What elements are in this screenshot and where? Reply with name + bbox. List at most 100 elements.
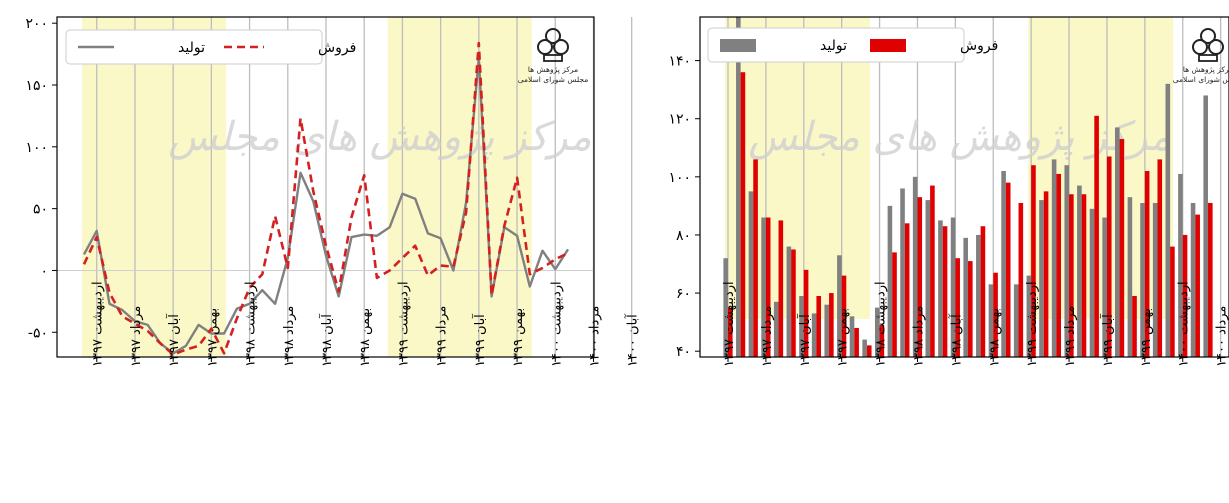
y-tick-label: ۲۰۰ [25, 16, 48, 32]
logo-text: مجلس شورای اسلامی [518, 75, 589, 84]
y-tick-label: ۱۴۰ [668, 54, 691, 70]
sales-bar [1043, 191, 1049, 357]
legend-production-label: تولید [178, 40, 205, 56]
logo-emblem-icon [1200, 28, 1216, 44]
sales-bar [1031, 165, 1036, 357]
production-bar [773, 301, 779, 357]
sales-bar [930, 185, 935, 357]
bar-chart-panel: مرکز پژوهش های مجلس ۴۰ ۶۰ ۸۰ ۱۰۰ ۱۲۰ ۱۴۰ اردیبه… [668, 16, 1229, 367]
sales-bar [816, 295, 822, 357]
production-bar [988, 284, 994, 357]
production-bar [1178, 173, 1183, 357]
logo-emblem-icon [1208, 39, 1224, 55]
production-bar [761, 217, 766, 357]
sales-bar [1144, 171, 1150, 357]
production-bar [1140, 202, 1145, 357]
shaded-period-band [82, 17, 227, 357]
sales-bar [1208, 202, 1213, 357]
sales-bar [1056, 173, 1062, 357]
production-bar [748, 191, 754, 357]
x-tick-label: آبان ۱۴۰۰ [624, 313, 641, 367]
y-tick-label: ۸۰ [676, 228, 691, 244]
x-tick-label: مرداد ۱۳۹۷ [129, 306, 144, 367]
production-line [82, 56, 570, 355]
x-tick-label: اردیبهشت ۱۴۰۰ [1177, 281, 1192, 367]
x-tick-label: مرداد ۱۳۹۸ [911, 306, 926, 367]
production-bar [1051, 159, 1057, 357]
logo-text: مرکز پژوهش ها [1183, 65, 1229, 74]
x-tick-label: بهمن ۱۳۹۸ [987, 308, 1002, 367]
watermark-text: مرکز پژوهش های مجلس [168, 114, 591, 160]
production-bar [1102, 217, 1107, 357]
sales-bar [942, 226, 948, 357]
x-tick-label: بهمن ۱۳۹۹ [1139, 308, 1154, 367]
legend-production-label: تولید [820, 38, 847, 54]
production-bar [1001, 171, 1006, 357]
production-bar [837, 255, 842, 357]
production-bar [799, 295, 804, 357]
production-bar [849, 316, 855, 357]
legend-sales-swatch [870, 39, 906, 52]
y-tick-label: ۱۰۰ [668, 170, 691, 186]
sales-bar [1119, 139, 1125, 357]
x-tick-label: مرداد ۱۳۹۹ [435, 306, 450, 367]
sales-bar [753, 159, 758, 357]
x-tick-label: اردیبهشت ۱۳۹۹ [1025, 281, 1040, 367]
legend-production-swatch [720, 39, 756, 52]
sales-bar [866, 345, 872, 357]
x-tick-label: اردیبهشت ۱۴۰۰ [549, 281, 564, 367]
production-bar [736, 17, 741, 357]
line-chart-panel: مرکز پژوهش های مجلس -۵۰ ۰ ۵۰ ۱۰۰ ۱۵۰ ۲۰۰ اردیبه… [25, 16, 640, 367]
production-bar [1089, 208, 1095, 357]
logo-base [543, 54, 563, 62]
y-tick-label: ۱۵۰ [25, 78, 48, 94]
x-tick-label: آبان ۱۳۹۸ [318, 313, 335, 367]
sales-bar [829, 293, 834, 357]
production-bar [950, 217, 956, 357]
y-tick-label: ۱۲۰ [668, 112, 691, 128]
x-tick-label: اردیبهشت ۱۳۹۸ [874, 281, 889, 367]
sales-bar [1132, 295, 1137, 357]
x-tick-label: اردیبهشت ۱۳۹۸ [244, 281, 259, 367]
x-tick-label: بهمن ۱۳۹۷ [205, 308, 220, 367]
sales-bar [904, 223, 910, 357]
logo-text: مرکز پژوهش ها [528, 65, 578, 74]
production-bar [862, 339, 867, 357]
sales-bar [841, 275, 847, 357]
x-tick-label: آبان ۱۳۹۹ [471, 313, 488, 367]
sales-bar [1157, 159, 1163, 357]
sales-bar [1094, 115, 1099, 357]
legend-sales-label: فروش [960, 38, 998, 54]
sales-bar [778, 220, 784, 357]
production-bar [1039, 200, 1044, 357]
production-bar [874, 307, 880, 357]
x-tick-label: مرداد ۱۴۰۰ [587, 306, 602, 367]
production-bar [786, 246, 792, 357]
y-tick-label: ۵۰ [33, 202, 48, 218]
sales-bar [1069, 194, 1074, 357]
logo-emblem-icon [1192, 39, 1208, 55]
sales-bar [968, 261, 973, 357]
production-bar [1064, 165, 1070, 357]
y-tick-label: ۴۰ [676, 344, 691, 360]
sales-line [82, 41, 569, 356]
shaded-period-band [387, 17, 532, 357]
logo-emblem-icon [553, 39, 569, 55]
sales-bar [1182, 234, 1188, 357]
production-bar [900, 188, 905, 357]
sales-bar [892, 252, 897, 357]
x-tick-label: آبان ۱۳۹۹ [1099, 313, 1116, 367]
x-tick-label: مرداد ۱۴۰۰ [1215, 306, 1229, 367]
watermark-text: مرکز پژوهش های مجلس [748, 114, 1171, 160]
sales-bar [1005, 182, 1011, 357]
production-bar [976, 234, 981, 357]
production-bar [1203, 95, 1208, 357]
sales-bar [803, 269, 809, 357]
y-tick-label: ۰ [40, 263, 48, 279]
production-bar [723, 258, 728, 357]
shaded-period-band [1028, 17, 1174, 319]
x-tick-label: اردیبهشت ۱۳۹۹ [396, 281, 411, 367]
sales-bar [791, 249, 796, 357]
